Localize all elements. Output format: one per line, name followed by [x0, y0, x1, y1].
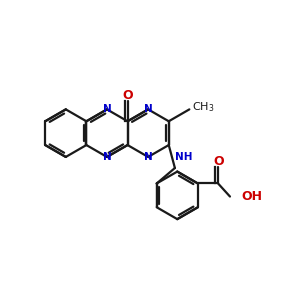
Text: O: O	[214, 155, 224, 168]
Text: N: N	[103, 152, 111, 162]
Text: NH: NH	[175, 152, 192, 161]
Text: N: N	[103, 104, 111, 114]
Text: O: O	[122, 88, 133, 102]
Text: N: N	[144, 104, 152, 114]
Text: OH: OH	[242, 190, 263, 203]
Text: CH$_3$: CH$_3$	[192, 100, 215, 114]
Text: N: N	[144, 152, 152, 162]
